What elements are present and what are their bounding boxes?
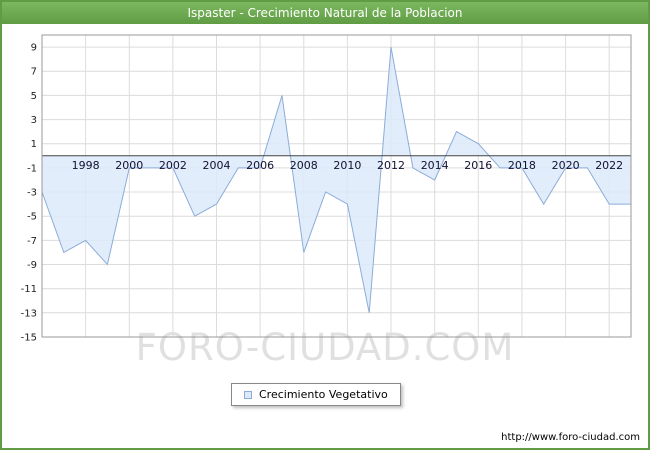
y-axis-tick-label: 5 xyxy=(31,91,37,102)
x-axis-tick-label: 2000 xyxy=(115,159,143,172)
y-axis-tick-label: -15 xyxy=(21,333,37,344)
x-axis-tick-label: 2008 xyxy=(290,159,318,172)
footer-url[interactable]: http://www.foro-ciudad.com xyxy=(501,432,640,443)
x-axis-tick-label: 2020 xyxy=(552,159,580,172)
y-axis-tick-label: -7 xyxy=(27,236,37,247)
legend: Crecimiento Vegetativo xyxy=(231,383,401,406)
chart-title-bar: Ispaster - Crecimiento Natural de la Pob… xyxy=(2,2,648,24)
x-axis-tick-label: 2012 xyxy=(377,159,405,172)
y-axis-tick-label: -1 xyxy=(27,163,37,174)
y-axis-tick-label: 9 xyxy=(31,43,37,54)
y-axis-tick-label: -11 xyxy=(21,284,37,295)
chart-title: Ispaster - Crecimiento Natural de la Pob… xyxy=(187,6,463,20)
y-axis-tick-label: -3 xyxy=(27,188,37,199)
x-axis-tick-label: 1998 xyxy=(72,159,100,172)
y-axis-tick-label: 7 xyxy=(31,67,37,78)
x-axis-tick-label: 2010 xyxy=(333,159,361,172)
x-axis-tick-label: 2006 xyxy=(246,159,274,172)
x-axis-tick-label: 2004 xyxy=(203,159,231,172)
watermark: FORO-CIUDAD.COM xyxy=(135,326,515,369)
data-line xyxy=(41,47,631,313)
plot-border xyxy=(41,34,632,338)
x-axis-tick-label: 2018 xyxy=(508,159,536,172)
y-axis-tick-label: 1 xyxy=(31,139,37,150)
legend-marker-icon xyxy=(244,390,252,399)
x-axis-tick-label: 2022 xyxy=(595,159,623,172)
x-axis-tick-label: 2002 xyxy=(159,159,187,172)
y-axis-tick-label: -9 xyxy=(27,260,37,271)
area-fill xyxy=(42,47,631,313)
x-axis-tick-label: 2016 xyxy=(464,159,492,172)
x-axis-tick-label: 2014 xyxy=(421,159,449,172)
legend-label: Crecimiento Vegetativo xyxy=(259,388,388,401)
y-axis-tick-label: 3 xyxy=(31,115,37,126)
y-axis-tick-label: -13 xyxy=(21,308,37,319)
y-axis-tick-label: -5 xyxy=(27,212,37,223)
